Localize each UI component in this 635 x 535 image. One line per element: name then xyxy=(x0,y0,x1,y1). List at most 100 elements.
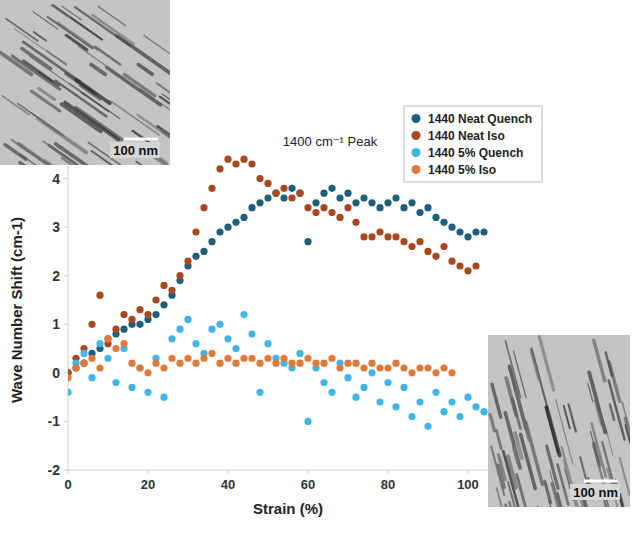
inset-streak xyxy=(622,402,626,418)
plot-area xyxy=(68,156,488,430)
point xyxy=(352,394,359,401)
point xyxy=(128,384,135,391)
point xyxy=(272,190,279,197)
point xyxy=(448,258,455,265)
x-tick xyxy=(308,470,309,474)
point xyxy=(424,364,431,371)
x-tick-label: 20 xyxy=(141,477,155,492)
inset-streak xyxy=(162,94,170,104)
x-tick xyxy=(388,470,389,474)
series xyxy=(68,185,488,377)
point xyxy=(400,364,407,371)
inset-streak xyxy=(490,415,494,431)
point xyxy=(240,311,247,318)
inset-streak xyxy=(497,488,508,507)
y-tick-label: -2 xyxy=(48,462,61,478)
point xyxy=(160,282,167,289)
y-tick xyxy=(64,324,68,325)
series xyxy=(68,311,488,430)
point xyxy=(232,360,239,367)
inset-streak xyxy=(48,17,93,48)
point xyxy=(168,335,175,342)
point xyxy=(472,262,479,269)
point xyxy=(424,248,431,255)
point xyxy=(216,165,223,172)
point xyxy=(248,355,255,362)
point xyxy=(264,180,271,187)
point xyxy=(224,355,231,362)
point xyxy=(344,204,351,211)
point xyxy=(136,364,143,371)
point xyxy=(376,204,383,211)
point xyxy=(296,350,303,357)
point xyxy=(360,364,367,371)
point xyxy=(136,364,143,371)
point xyxy=(224,224,231,231)
point xyxy=(288,185,295,192)
point xyxy=(432,369,439,376)
point xyxy=(192,340,199,347)
point xyxy=(192,360,199,367)
point xyxy=(120,326,127,333)
point xyxy=(208,185,215,192)
point xyxy=(384,233,391,240)
point xyxy=(216,228,223,235)
point xyxy=(272,360,279,367)
point xyxy=(88,374,95,381)
inset-streak xyxy=(66,35,87,49)
inset-streak xyxy=(125,75,155,96)
point xyxy=(360,384,367,391)
y-axis-line xyxy=(68,130,69,470)
point xyxy=(480,228,487,235)
x-tick-label: 60 xyxy=(301,477,315,492)
inset-streak xyxy=(625,425,630,481)
legend-label: 1440 Neat Quench xyxy=(428,112,532,126)
point xyxy=(384,379,391,386)
point xyxy=(320,190,327,197)
point xyxy=(312,360,319,367)
x-tick xyxy=(228,470,229,474)
point xyxy=(416,398,423,405)
point xyxy=(400,384,407,391)
legend-label: 1440 5% Iso xyxy=(428,163,496,177)
inset-background xyxy=(488,335,630,507)
point xyxy=(304,418,311,425)
inset-streak xyxy=(157,83,170,111)
point xyxy=(104,355,111,362)
inset-streak xyxy=(0,53,31,75)
point xyxy=(392,233,399,240)
micrograph-inset: 100 nm xyxy=(488,335,635,535)
x-tick-label: 40 xyxy=(221,477,235,492)
point xyxy=(184,316,191,323)
point xyxy=(368,369,375,376)
x-tick xyxy=(148,470,149,474)
x-tick-label: 100 xyxy=(457,477,479,492)
scale-label-patch xyxy=(110,142,160,158)
y-tick xyxy=(64,421,68,422)
point xyxy=(72,364,79,371)
point xyxy=(312,199,319,206)
point xyxy=(312,209,319,216)
point xyxy=(288,360,295,367)
inset-streak xyxy=(512,398,520,428)
point xyxy=(328,209,335,216)
inset-streak xyxy=(564,406,570,428)
scale-bar xyxy=(124,138,158,141)
inset-streak xyxy=(138,65,152,75)
point xyxy=(456,413,463,420)
point xyxy=(400,238,407,245)
inset-streak xyxy=(133,131,150,143)
point xyxy=(264,194,271,201)
point xyxy=(192,228,199,235)
point xyxy=(320,360,327,367)
point xyxy=(448,369,455,376)
series xyxy=(68,156,480,377)
inset-streak xyxy=(42,122,58,133)
point xyxy=(408,243,415,250)
point xyxy=(264,340,271,347)
point xyxy=(112,345,119,352)
inset-streak xyxy=(58,22,98,50)
point xyxy=(88,355,95,362)
point xyxy=(240,355,247,362)
point xyxy=(368,360,375,367)
